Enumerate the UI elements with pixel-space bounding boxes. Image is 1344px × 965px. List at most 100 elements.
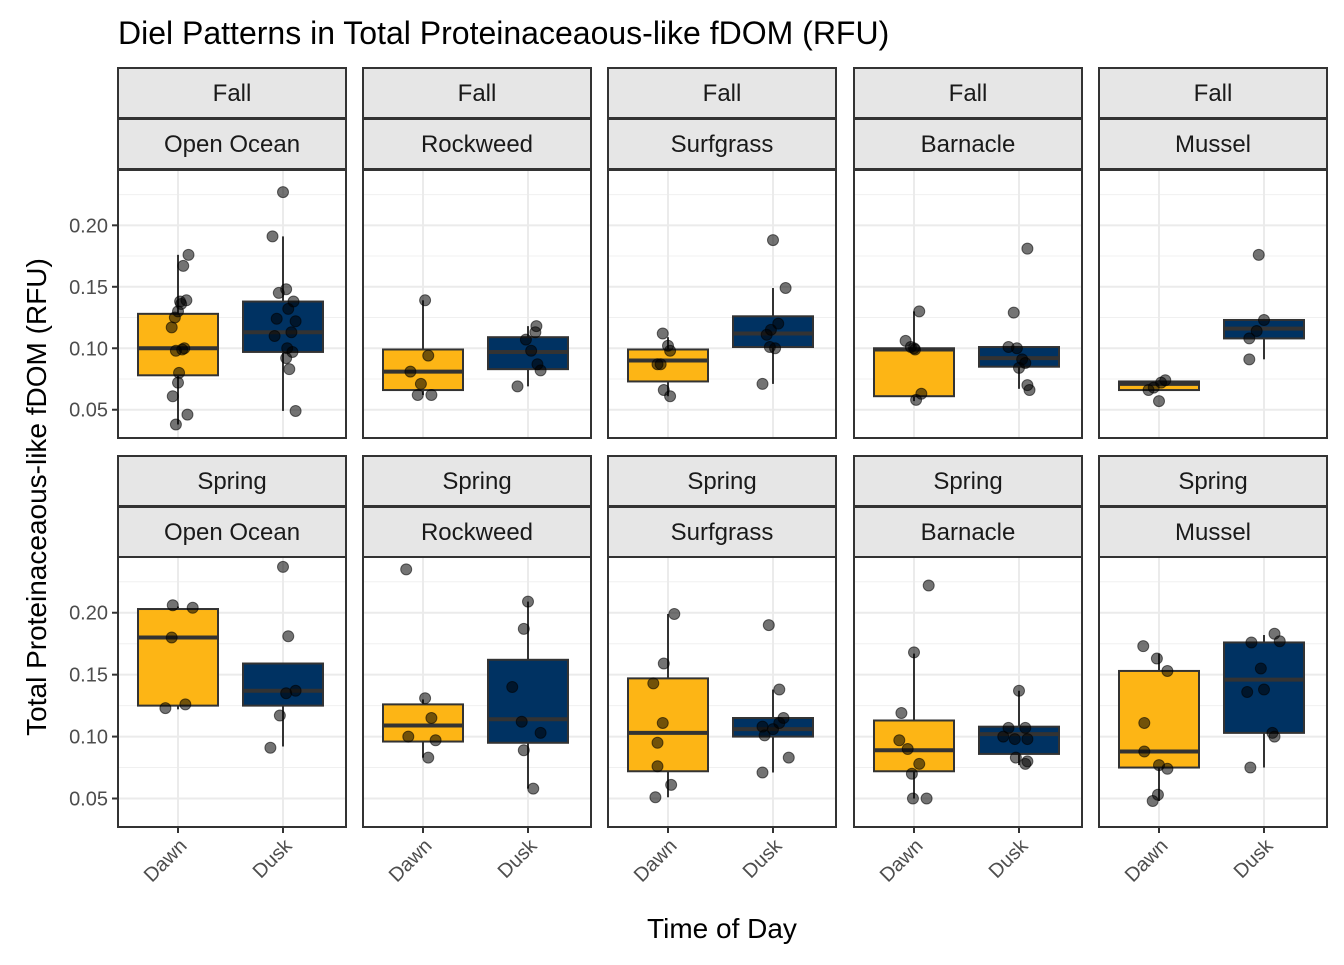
data-point — [668, 607, 681, 620]
panel-background — [363, 170, 591, 438]
data-point — [1243, 353, 1256, 366]
data-point — [166, 599, 179, 612]
strip-habitat — [607, 506, 837, 558]
strip-habitat — [117, 506, 347, 558]
data-point — [419, 294, 432, 307]
data-point — [182, 248, 195, 261]
data-point — [180, 294, 193, 307]
facet-panel: Fall Rockweed — [362, 67, 592, 439]
panel-background — [1099, 170, 1327, 438]
data-point — [268, 329, 281, 342]
data-point — [901, 742, 914, 755]
data-point — [173, 366, 186, 379]
data-point — [760, 328, 773, 341]
data-point — [506, 681, 519, 694]
data-point — [280, 283, 293, 296]
panel-border — [362, 556, 592, 828]
x-tick-label: Dawn — [385, 835, 437, 887]
data-point — [1021, 733, 1034, 746]
chart-title: Diel Patterns in Total Proteinaceaous-li… — [118, 15, 889, 51]
data-point — [270, 312, 283, 325]
data-point — [289, 684, 302, 697]
x-tick-label: Dawn — [1121, 835, 1173, 887]
strip-season — [117, 455, 347, 507]
data-point — [1159, 374, 1172, 387]
box-dusk — [487, 658, 569, 744]
data-point — [779, 282, 792, 295]
facet-panel: Fall Barnacle — [853, 67, 1083, 439]
data-point — [656, 327, 669, 340]
data-point — [165, 631, 178, 644]
y-tick-label: 0.15 — [69, 665, 108, 687]
facet-panel: Spring Surfgrass Dawn Dusk — [607, 455, 837, 887]
data-point — [893, 734, 906, 747]
strip-habitat-label: Mussel — [1175, 131, 1251, 158]
data-point — [651, 736, 664, 749]
strip-season-label: Spring — [933, 468, 1002, 495]
x-tick-label: Dusk — [739, 834, 787, 882]
panel-background — [854, 557, 1082, 827]
data-point — [264, 741, 277, 754]
strip-season-label: Spring — [197, 468, 266, 495]
data-point — [773, 683, 786, 696]
strip-habitat — [1098, 506, 1328, 558]
panel-border — [362, 169, 592, 439]
data-point — [179, 698, 192, 711]
strip-habitat-label: Surfgrass — [671, 519, 774, 546]
data-point — [922, 579, 935, 592]
box-dawn — [137, 312, 219, 377]
data-point — [525, 344, 538, 357]
facet-panel: Spring Mussel Dawn Dusk — [1098, 455, 1328, 887]
strip-habitat-label: Mussel — [1175, 519, 1251, 546]
data-point — [1142, 384, 1155, 397]
facet-panel: Spring Open Ocean 0.05 0.10 0.15 0.20 Dawn Dusk — [69, 455, 347, 887]
data-point — [282, 302, 295, 315]
data-point — [282, 630, 295, 643]
data-point — [159, 702, 172, 715]
data-point — [425, 388, 438, 401]
data-point — [1268, 730, 1281, 743]
data-point — [909, 343, 922, 356]
panel-background — [854, 170, 1082, 438]
strip-season-label: Spring — [442, 468, 511, 495]
data-point — [429, 734, 442, 747]
y-axis-title: Total Proteinaceaous-like fDOM (RFU) — [21, 258, 52, 736]
data-point — [664, 390, 677, 403]
panel-border — [1098, 556, 1328, 828]
data-point — [1008, 733, 1021, 746]
x-tick-label: Dawn — [630, 835, 682, 887]
data-point — [266, 230, 279, 243]
data-point — [511, 380, 524, 393]
y-tick-label: 0.10 — [69, 727, 108, 749]
data-point — [913, 757, 926, 770]
data-point — [1010, 342, 1023, 355]
y-tick-label: 0.20 — [69, 603, 108, 625]
data-point — [1013, 361, 1025, 374]
data-point — [1138, 716, 1151, 729]
facet-panels: Fall Open Ocean 0.05 0.10 0.15 0.20 Fall Rockwe… — [69, 67, 1328, 887]
data-point — [1150, 652, 1163, 665]
facet-panel: Fall Mussel — [1098, 67, 1328, 439]
strip-habitat — [117, 118, 347, 170]
strip-habitat-label: Surfgrass — [671, 131, 774, 158]
x-tick-label: Dusk — [1230, 834, 1278, 882]
data-point — [519, 333, 532, 346]
strip-habitat — [362, 506, 592, 558]
data-point — [997, 730, 1010, 743]
strip-season-label: Fall — [949, 80, 988, 107]
box-dusk — [978, 725, 1060, 755]
data-point — [186, 601, 199, 614]
data-point — [404, 365, 417, 378]
data-point — [762, 619, 775, 632]
strip-season-label: Fall — [213, 80, 252, 107]
facet-panel: Fall Surfgrass — [607, 67, 837, 439]
data-point — [1021, 755, 1034, 768]
strip-season — [1098, 455, 1328, 507]
strip-season — [853, 67, 1083, 119]
y-tick-label: 0.10 — [69, 338, 108, 360]
facet-panel: Spring Rockweed Dawn Dusk — [362, 455, 592, 887]
data-point — [522, 595, 534, 608]
data-point — [1146, 794, 1159, 807]
strip-habitat-label: Open Ocean — [164, 519, 300, 546]
